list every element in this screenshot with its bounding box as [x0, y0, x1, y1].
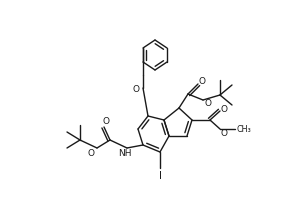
- Text: O: O: [88, 148, 94, 158]
- Text: O: O: [220, 130, 228, 138]
- Text: O: O: [199, 77, 205, 87]
- Text: O: O: [103, 117, 109, 125]
- Text: O: O: [132, 84, 140, 94]
- Text: I: I: [158, 171, 161, 181]
- Text: O: O: [205, 100, 211, 108]
- Text: CH₃: CH₃: [237, 125, 251, 133]
- Text: NH: NH: [118, 150, 132, 158]
- Text: O: O: [220, 105, 228, 115]
